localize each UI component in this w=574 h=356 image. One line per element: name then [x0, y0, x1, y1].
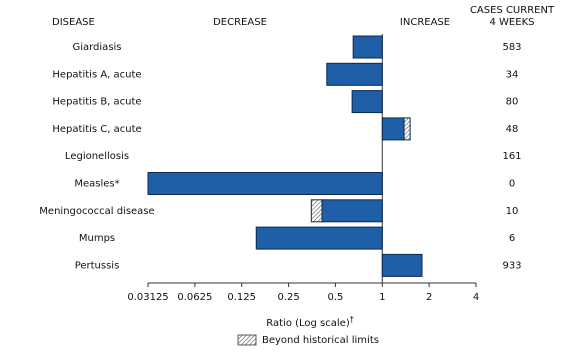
cases-value: 583: [502, 42, 521, 53]
x-tick-label: 0.25: [277, 292, 299, 303]
category-label: Pertussis: [75, 260, 120, 271]
bar: [381, 117, 405, 141]
bar: [147, 172, 383, 195]
category-label: Measles*: [74, 179, 119, 190]
cases-value: 48: [506, 124, 519, 135]
x-tick-label: 0.0625: [177, 292, 212, 303]
x-axis-label-text: Ratio (Log scale): [266, 318, 350, 329]
cases-value: 10: [506, 206, 519, 217]
x-tick-label: 2: [426, 292, 432, 303]
category-label: Giardiasis: [72, 42, 121, 53]
bar-beyond-limits: [310, 199, 323, 223]
category-label: Hepatitis A, acute: [52, 69, 141, 80]
bar: [255, 226, 383, 250]
x-tick-label: 0.5: [327, 292, 343, 303]
header-decrease: DECREASE: [213, 17, 267, 28]
cases-value: 80: [506, 97, 519, 108]
x-axis-label-note: †: [350, 315, 354, 324]
x-tick-label: 1: [379, 292, 385, 303]
category-label: Hepatitis B, acute: [52, 97, 141, 108]
cases-value: 34: [506, 69, 519, 80]
bar: [352, 35, 383, 59]
x-axis-label: Ratio (Log scale)†: [266, 315, 353, 330]
x-tick-label: 0.125: [227, 292, 256, 303]
cases-value: 933: [502, 260, 521, 271]
bar: [351, 90, 383, 114]
category-label: Hepatitis C, acute: [52, 124, 141, 135]
x-tick-label: 0.03125: [127, 292, 168, 303]
header-disease: DISEASE: [52, 17, 95, 28]
header-cases: 4 WEEKS: [490, 17, 535, 28]
bar: [326, 62, 383, 86]
legend-label: Beyond historical limits: [262, 335, 379, 346]
category-label: Meningococcal disease: [39, 206, 154, 217]
bar: [321, 199, 383, 223]
header-increase: INCREASE: [400, 17, 450, 28]
cases-value: 0: [509, 179, 515, 190]
category-label: Legionellosis: [65, 151, 129, 162]
header-cases: CASES CURRENT: [470, 5, 555, 16]
category-label: Mumps: [79, 233, 115, 244]
legend-swatch: [237, 334, 257, 346]
bar: [381, 253, 423, 277]
x-tick-label: 4: [473, 292, 479, 303]
cases-value: 6: [509, 233, 515, 244]
bar-beyond-limits: [403, 117, 411, 141]
cases-value: 161: [502, 151, 521, 162]
